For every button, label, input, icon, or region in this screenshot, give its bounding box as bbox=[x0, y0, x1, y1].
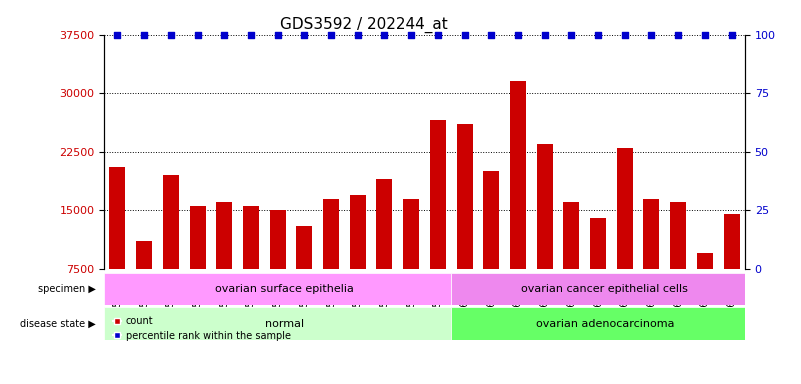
Point bbox=[458, 31, 471, 38]
Bar bbox=[510, 81, 526, 269]
Text: GDS3592 / 202244_at: GDS3592 / 202244_at bbox=[280, 17, 448, 33]
Bar bbox=[190, 206, 206, 269]
Bar bbox=[270, 210, 286, 269]
Bar bbox=[243, 206, 259, 269]
Point bbox=[618, 31, 631, 38]
Point bbox=[538, 31, 551, 38]
Point bbox=[272, 31, 284, 38]
Point bbox=[672, 31, 685, 38]
Point bbox=[645, 31, 658, 38]
Bar bbox=[723, 214, 739, 269]
Text: ovarian surface epithelia: ovarian surface epithelia bbox=[215, 284, 354, 294]
Bar bbox=[643, 199, 659, 269]
Point bbox=[164, 31, 177, 38]
Bar bbox=[537, 144, 553, 269]
Point bbox=[432, 31, 445, 38]
Bar bbox=[563, 202, 579, 269]
Point bbox=[138, 31, 151, 38]
Point bbox=[698, 31, 711, 38]
Bar bbox=[216, 202, 232, 269]
Point bbox=[725, 31, 738, 38]
Bar bbox=[403, 199, 419, 269]
Text: ovarian cancer epithelial cells: ovarian cancer epithelial cells bbox=[521, 284, 688, 294]
Bar bbox=[457, 124, 473, 269]
FancyBboxPatch shape bbox=[451, 307, 759, 340]
Point bbox=[191, 31, 204, 38]
Point bbox=[218, 31, 231, 38]
FancyBboxPatch shape bbox=[104, 307, 451, 340]
Text: normal: normal bbox=[265, 318, 304, 329]
Point bbox=[324, 31, 337, 38]
Bar bbox=[350, 195, 366, 269]
Bar bbox=[697, 253, 713, 269]
Point bbox=[111, 31, 124, 38]
Point bbox=[378, 31, 391, 38]
Point bbox=[565, 31, 578, 38]
Point bbox=[405, 31, 417, 38]
Point bbox=[592, 31, 605, 38]
Text: disease state ▶: disease state ▶ bbox=[20, 318, 96, 329]
Bar bbox=[376, 179, 392, 269]
Bar bbox=[483, 171, 499, 269]
Bar bbox=[296, 226, 312, 269]
Bar bbox=[136, 242, 152, 269]
Bar bbox=[617, 148, 633, 269]
Text: ovarian adenocarcinoma: ovarian adenocarcinoma bbox=[536, 318, 674, 329]
Point bbox=[352, 31, 364, 38]
Point bbox=[244, 31, 257, 38]
Point bbox=[485, 31, 497, 38]
Bar bbox=[670, 202, 686, 269]
FancyBboxPatch shape bbox=[104, 273, 451, 305]
Bar bbox=[110, 167, 126, 269]
FancyBboxPatch shape bbox=[451, 273, 759, 305]
Bar bbox=[430, 121, 446, 269]
Legend: count, percentile rank within the sample: count, percentile rank within the sample bbox=[109, 312, 295, 345]
Point bbox=[512, 31, 525, 38]
Text: specimen ▶: specimen ▶ bbox=[38, 284, 96, 294]
Point bbox=[298, 31, 311, 38]
Bar bbox=[590, 218, 606, 269]
Bar bbox=[163, 175, 179, 269]
Bar bbox=[323, 199, 339, 269]
